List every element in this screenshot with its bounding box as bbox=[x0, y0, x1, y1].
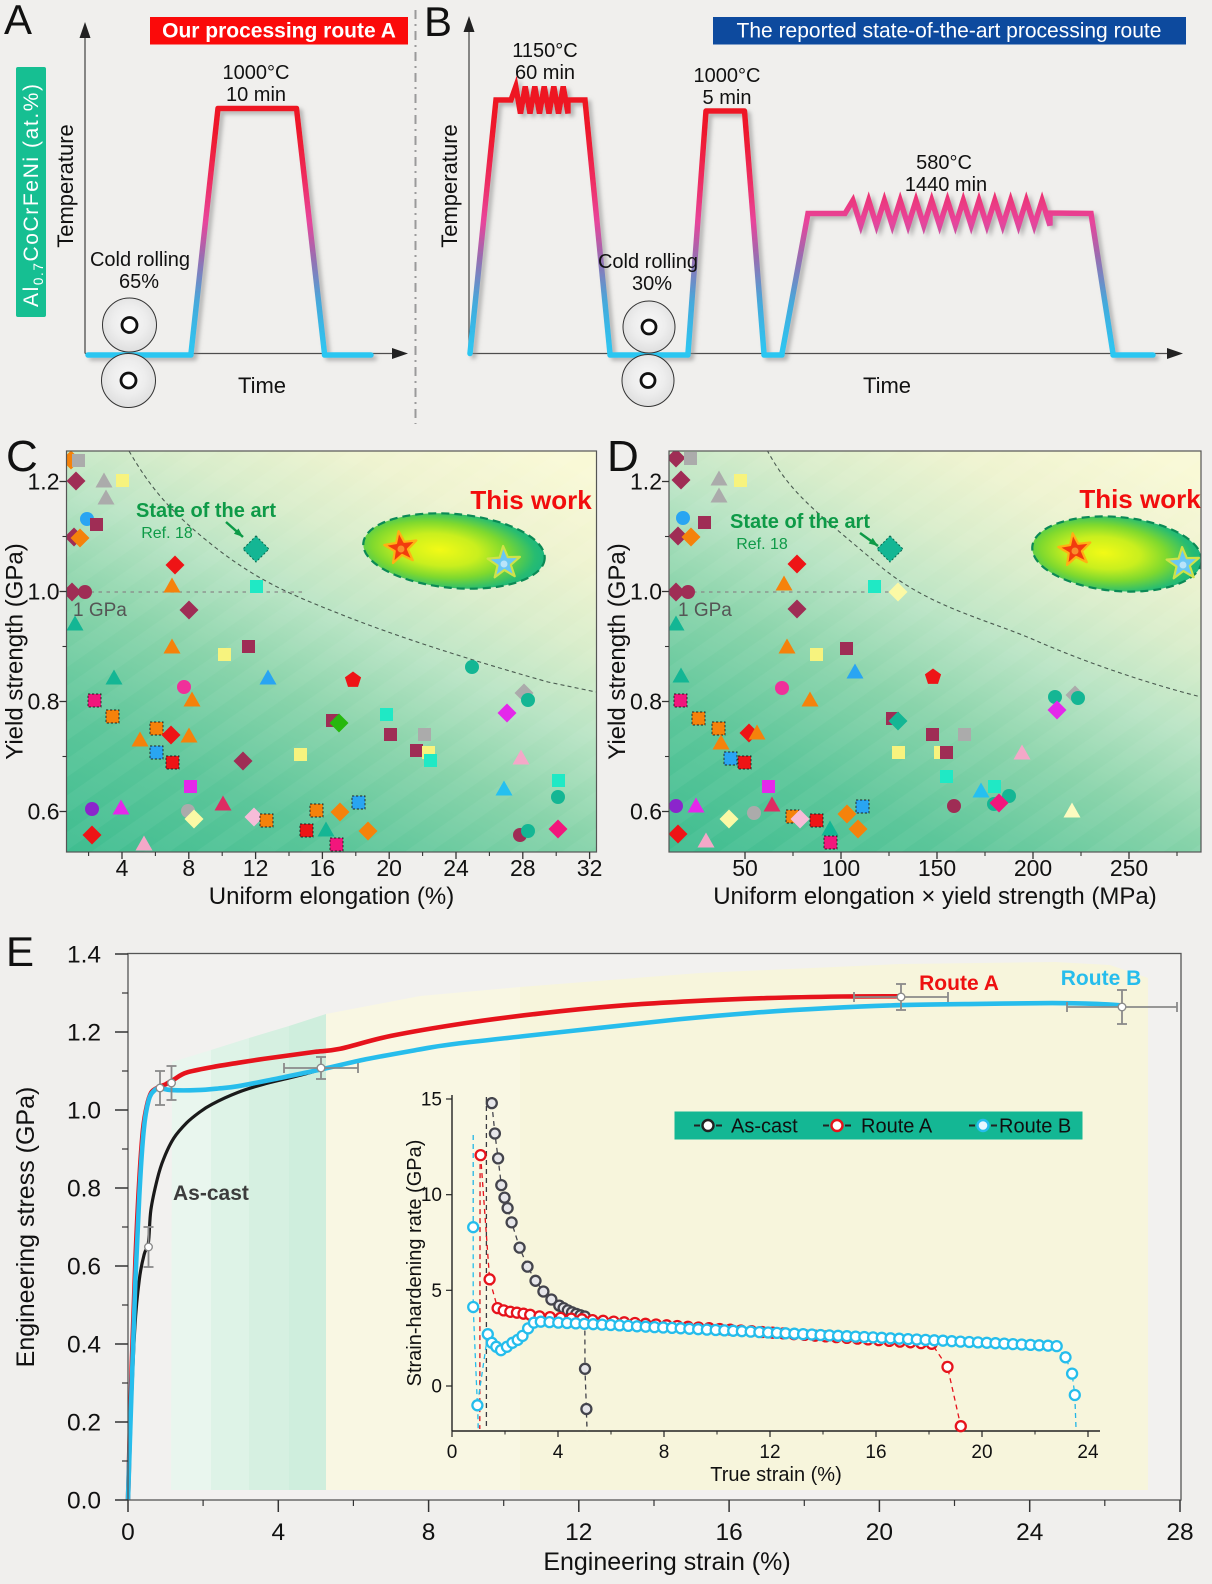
svg-text:This work: This work bbox=[1079, 484, 1201, 514]
svg-text:Cold rolling: Cold rolling bbox=[598, 251, 698, 273]
svg-text:0: 0 bbox=[447, 1442, 458, 1463]
svg-text:4: 4 bbox=[271, 1519, 285, 1546]
svg-text:1000°C: 1000°C bbox=[694, 65, 761, 87]
svg-text:1.0: 1.0 bbox=[67, 1098, 101, 1125]
svg-text:10: 10 bbox=[421, 1185, 442, 1206]
svg-text:The reported state-of-the-art: The reported state-of-the-art processing… bbox=[737, 20, 1162, 43]
svg-text:1150°C: 1150°C bbox=[512, 40, 577, 62]
svg-text:1.2: 1.2 bbox=[28, 469, 60, 495]
svg-text:580°C: 580°C bbox=[916, 152, 972, 174]
svg-text:16: 16 bbox=[715, 1519, 742, 1546]
svg-text:15: 15 bbox=[421, 1090, 442, 1111]
svg-text:5: 5 bbox=[431, 1281, 442, 1302]
svg-text:Route B: Route B bbox=[1061, 967, 1142, 990]
svg-text:1 GPa: 1 GPa bbox=[678, 600, 732, 621]
svg-text:Yield strength (GPa): Yield strength (GPa) bbox=[2, 543, 29, 760]
svg-text:12: 12 bbox=[759, 1442, 780, 1463]
svg-text:Our processing route A: Our processing route A bbox=[162, 20, 396, 43]
svg-text:Strain-hardening rate (GPa): Strain-hardening rate (GPa) bbox=[404, 1140, 426, 1387]
svg-text:20: 20 bbox=[376, 855, 402, 881]
svg-text:Route A: Route A bbox=[919, 972, 999, 995]
svg-text:0.6: 0.6 bbox=[67, 1254, 101, 1281]
svg-text:C: C bbox=[6, 432, 38, 481]
svg-text:0.6: 0.6 bbox=[28, 799, 60, 825]
svg-text:1.0: 1.0 bbox=[28, 579, 60, 605]
svg-text:0.8: 0.8 bbox=[67, 1176, 101, 1203]
svg-text:1 GPa: 1 GPa bbox=[73, 600, 127, 621]
svg-text:0.8: 0.8 bbox=[630, 689, 662, 715]
svg-text:0.4: 0.4 bbox=[67, 1332, 101, 1359]
svg-text:150: 150 bbox=[918, 855, 956, 881]
svg-text:250: 250 bbox=[1110, 855, 1148, 881]
svg-text:0.6: 0.6 bbox=[630, 799, 662, 825]
svg-text:200: 200 bbox=[1014, 855, 1052, 881]
svg-text:Time: Time bbox=[238, 373, 286, 398]
svg-text:12: 12 bbox=[243, 855, 269, 881]
svg-text:Temperature: Temperature bbox=[53, 124, 78, 248]
svg-text:30%: 30% bbox=[632, 273, 672, 295]
svg-text:4: 4 bbox=[116, 855, 129, 881]
svg-text:20: 20 bbox=[866, 1519, 893, 1546]
svg-text:100: 100 bbox=[822, 855, 860, 881]
svg-text:As-cast: As-cast bbox=[173, 1182, 249, 1205]
svg-text:Yield strength (GPa): Yield strength (GPa) bbox=[604, 543, 631, 760]
svg-text:0: 0 bbox=[121, 1519, 135, 1546]
svg-text:5 min: 5 min bbox=[703, 87, 752, 109]
svg-text:12: 12 bbox=[565, 1519, 592, 1546]
svg-text:1440 min: 1440 min bbox=[905, 174, 987, 196]
svg-text:0.8: 0.8 bbox=[28, 689, 60, 715]
svg-text:Uniform elongation × yield str: Uniform elongation × yield strength (MPa… bbox=[713, 883, 1157, 910]
svg-text:State of the art: State of the art bbox=[136, 500, 276, 522]
svg-text:1000°C: 1000°C bbox=[223, 62, 290, 84]
svg-text:0.2: 0.2 bbox=[67, 1410, 101, 1437]
svg-text:10 min: 10 min bbox=[226, 84, 286, 106]
svg-text:Cold rolling: Cold rolling bbox=[90, 249, 190, 271]
svg-text:28: 28 bbox=[510, 855, 536, 881]
svg-text:This work: This work bbox=[470, 485, 592, 515]
svg-text:1.0: 1.0 bbox=[630, 579, 662, 605]
svg-text:24: 24 bbox=[443, 855, 469, 881]
svg-text:1.4: 1.4 bbox=[67, 942, 101, 969]
svg-text:60 min: 60 min bbox=[515, 62, 575, 84]
svg-text:1.2: 1.2 bbox=[67, 1020, 101, 1047]
svg-text:8: 8 bbox=[659, 1442, 670, 1463]
svg-text:28: 28 bbox=[1166, 1519, 1193, 1546]
svg-text:24: 24 bbox=[1016, 1519, 1043, 1546]
svg-text:Ref. 18: Ref. 18 bbox=[736, 536, 788, 553]
svg-text:50: 50 bbox=[732, 855, 758, 881]
svg-text:True strain (%): True strain (%) bbox=[710, 1464, 842, 1486]
svg-text:20: 20 bbox=[971, 1442, 992, 1463]
svg-text:E: E bbox=[6, 928, 34, 975]
svg-text:Uniform elongation (%): Uniform elongation (%) bbox=[209, 883, 454, 910]
svg-text:A: A bbox=[4, 0, 32, 43]
svg-text:State of the art: State of the art bbox=[730, 511, 870, 533]
svg-text:Ref. 18: Ref. 18 bbox=[141, 525, 193, 542]
svg-text:Time: Time bbox=[863, 373, 911, 398]
svg-text:B: B bbox=[424, 0, 452, 45]
svg-text:1.2: 1.2 bbox=[630, 469, 662, 495]
svg-text:16: 16 bbox=[865, 1442, 886, 1463]
svg-text:4: 4 bbox=[553, 1442, 564, 1463]
svg-text:0: 0 bbox=[431, 1377, 442, 1398]
svg-text:24: 24 bbox=[1077, 1442, 1099, 1463]
svg-text:Temperature: Temperature bbox=[437, 124, 462, 248]
svg-text:As-cast: As-cast bbox=[731, 1116, 798, 1138]
svg-text:Engineering stress (GPa): Engineering stress (GPa) bbox=[12, 1087, 40, 1368]
svg-text:8: 8 bbox=[422, 1519, 436, 1546]
svg-text:Route B: Route B bbox=[999, 1116, 1071, 1138]
svg-text:65%: 65% bbox=[119, 271, 159, 293]
svg-text:0.0: 0.0 bbox=[67, 1488, 101, 1515]
svg-text:8: 8 bbox=[182, 855, 195, 881]
svg-text:Engineering strain (%): Engineering strain (%) bbox=[543, 1548, 790, 1576]
svg-text:D: D bbox=[607, 432, 639, 481]
svg-text:Route A: Route A bbox=[861, 1116, 933, 1138]
svg-text:32: 32 bbox=[577, 855, 603, 881]
svg-text:16: 16 bbox=[310, 855, 336, 881]
